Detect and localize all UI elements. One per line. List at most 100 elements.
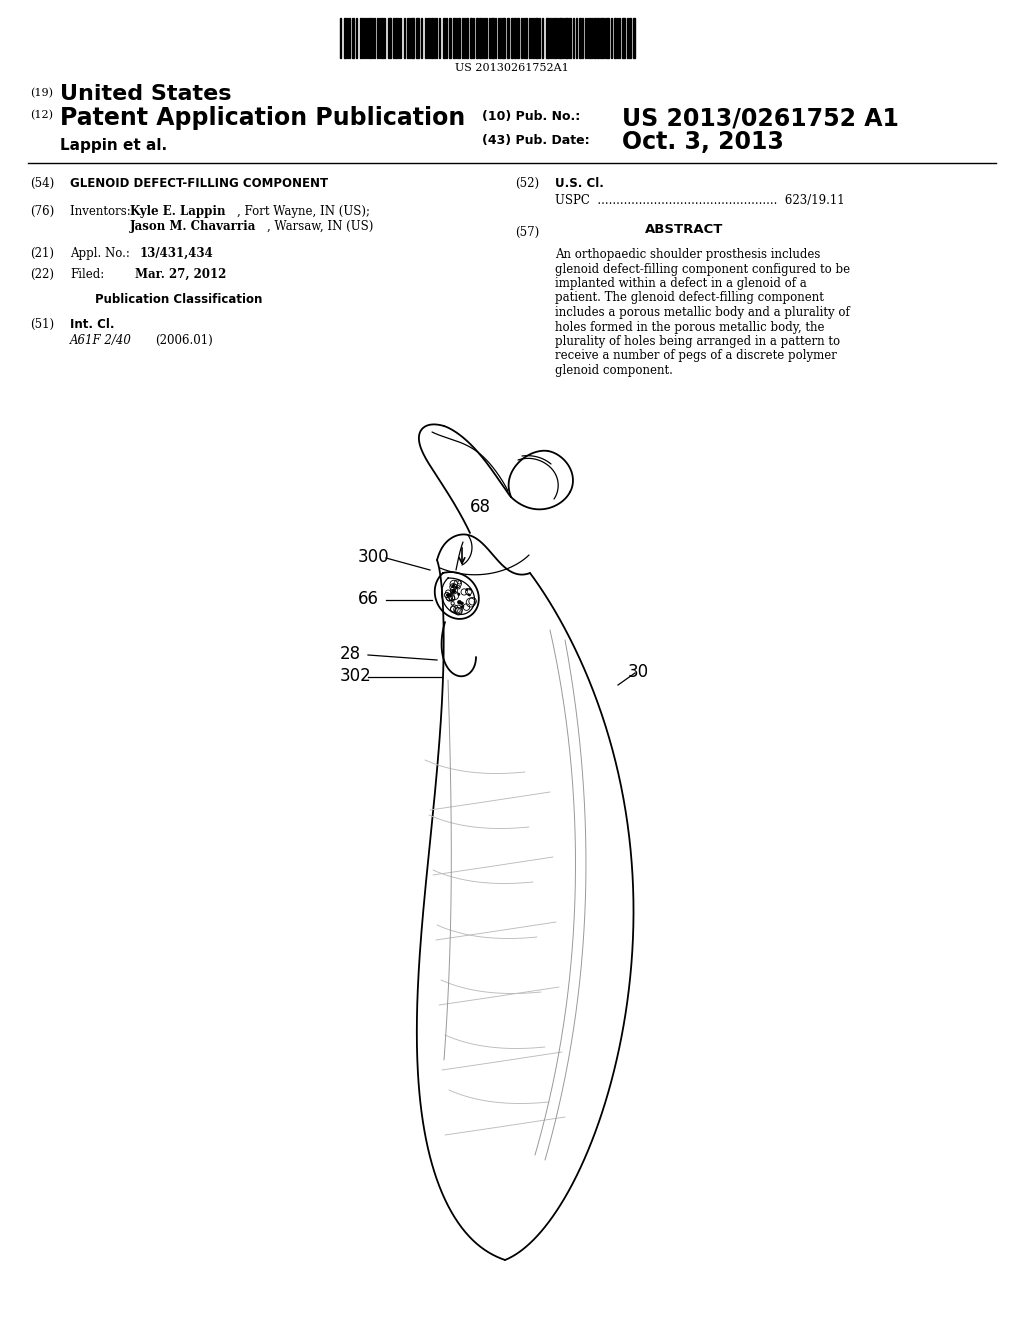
Text: , Warsaw, IN (US): , Warsaw, IN (US) (267, 220, 374, 234)
Text: includes a porous metallic body and a plurality of: includes a porous metallic body and a pl… (555, 306, 850, 319)
Bar (443, 18, 445, 58)
Text: holes formed in the porous metallic body, the: holes formed in the porous metallic body… (555, 321, 824, 334)
Text: United States: United States (60, 84, 231, 104)
Circle shape (461, 606, 463, 609)
Bar (589, 18, 591, 58)
Bar (546, 18, 549, 58)
Text: Appl. No.:: Appl. No.: (70, 247, 137, 260)
Bar (458, 18, 460, 58)
Bar (411, 18, 414, 58)
Text: ABSTRACT: ABSTRACT (645, 223, 723, 236)
Bar (554, 18, 556, 58)
Text: glenoid defect-filling component configured to be: glenoid defect-filling component configu… (555, 263, 850, 276)
Text: , Fort Wayne, IN (US);: , Fort Wayne, IN (US); (237, 205, 370, 218)
Bar (449, 18, 451, 58)
Text: 30: 30 (628, 663, 649, 681)
Bar (514, 18, 516, 58)
Bar (431, 18, 433, 58)
Circle shape (462, 606, 464, 607)
Bar (535, 18, 538, 58)
Bar (507, 18, 509, 58)
Text: U.S. Cl.: U.S. Cl. (555, 177, 604, 190)
Bar (453, 18, 455, 58)
Bar (466, 18, 468, 58)
Bar (502, 18, 505, 58)
Circle shape (466, 589, 468, 591)
Text: Inventors:: Inventors: (70, 205, 138, 218)
Bar (629, 18, 631, 58)
Bar (525, 18, 527, 58)
Bar (569, 18, 571, 58)
Text: (76): (76) (30, 205, 54, 218)
Bar (479, 18, 481, 58)
Text: (57): (57) (515, 226, 540, 239)
Text: (54): (54) (30, 177, 54, 190)
Text: receive a number of pegs of a discrete polymer: receive a number of pegs of a discrete p… (555, 350, 837, 363)
Text: Jason M. Chavarria: Jason M. Chavarria (130, 220, 256, 234)
Bar (565, 18, 568, 58)
Circle shape (461, 602, 464, 605)
Text: Lappin et al.: Lappin et al. (60, 139, 167, 153)
Bar (344, 18, 346, 58)
Text: (22): (22) (30, 268, 54, 281)
Bar (597, 18, 599, 58)
Bar (622, 18, 625, 58)
Bar (395, 18, 397, 58)
Text: 68: 68 (470, 498, 490, 516)
Text: (12): (12) (30, 110, 53, 120)
Text: USPC  ................................................  623/19.11: USPC ...................................… (555, 194, 845, 207)
Text: 300: 300 (358, 548, 389, 566)
Bar (511, 18, 513, 58)
Text: 66: 66 (358, 590, 379, 609)
Bar (470, 18, 472, 58)
Bar (633, 18, 635, 58)
Text: Oct. 3, 2013: Oct. 3, 2013 (622, 129, 784, 154)
Circle shape (458, 601, 462, 605)
Circle shape (458, 593, 460, 595)
Bar (388, 18, 391, 58)
Text: (19): (19) (30, 88, 53, 98)
Circle shape (469, 589, 471, 590)
Bar (476, 18, 478, 58)
Text: (51): (51) (30, 318, 54, 331)
Text: glenoid component.: glenoid component. (555, 364, 673, 378)
Bar (490, 18, 494, 58)
Text: (2006.01): (2006.01) (155, 334, 213, 347)
Bar (360, 18, 362, 58)
Bar (600, 18, 603, 58)
Text: Mar. 27, 2012: Mar. 27, 2012 (135, 268, 226, 281)
Text: Filed:: Filed: (70, 268, 104, 281)
Bar (614, 18, 616, 58)
Text: US 2013/0261752 A1: US 2013/0261752 A1 (622, 106, 899, 129)
Text: (52): (52) (515, 177, 539, 190)
Circle shape (446, 593, 451, 597)
Circle shape (452, 589, 456, 593)
Text: 13/431,434: 13/431,434 (140, 247, 214, 260)
Bar (369, 18, 371, 58)
Text: implanted within a defect in a glenoid of a: implanted within a defect in a glenoid o… (555, 277, 807, 290)
Text: GLENOID DEFECT-FILLING COMPONENT: GLENOID DEFECT-FILLING COMPONENT (70, 177, 328, 190)
Bar (579, 18, 581, 58)
Text: (43) Pub. Date:: (43) Pub. Date: (482, 135, 590, 147)
Bar (594, 18, 596, 58)
Circle shape (468, 594, 469, 595)
Text: US 20130261752A1: US 20130261752A1 (455, 63, 569, 73)
Text: 28: 28 (340, 645, 361, 663)
Text: Kyle E. Lappin: Kyle E. Lappin (130, 205, 225, 218)
Text: (10) Pub. No.:: (10) Pub. No.: (482, 110, 581, 123)
Text: Int. Cl.: Int. Cl. (70, 318, 115, 331)
Text: plurality of holes being arranged in a pattern to: plurality of holes being arranged in a p… (555, 335, 840, 348)
Circle shape (452, 585, 455, 587)
Bar (381, 18, 383, 58)
Text: 302: 302 (340, 667, 372, 685)
Text: Patent Application Publication: Patent Application Publication (60, 106, 465, 129)
Text: (21): (21) (30, 247, 54, 260)
Text: patient. The glenoid defect-filling component: patient. The glenoid defect-filling comp… (555, 292, 824, 305)
Circle shape (454, 590, 455, 591)
Text: A61F 2/40: A61F 2/40 (70, 334, 132, 347)
Bar (352, 18, 354, 58)
Bar (517, 18, 519, 58)
Text: An orthopaedic shoulder prosthesis includes: An orthopaedic shoulder prosthesis inclu… (555, 248, 820, 261)
Bar (559, 18, 562, 58)
Text: Publication Classification: Publication Classification (95, 293, 262, 306)
